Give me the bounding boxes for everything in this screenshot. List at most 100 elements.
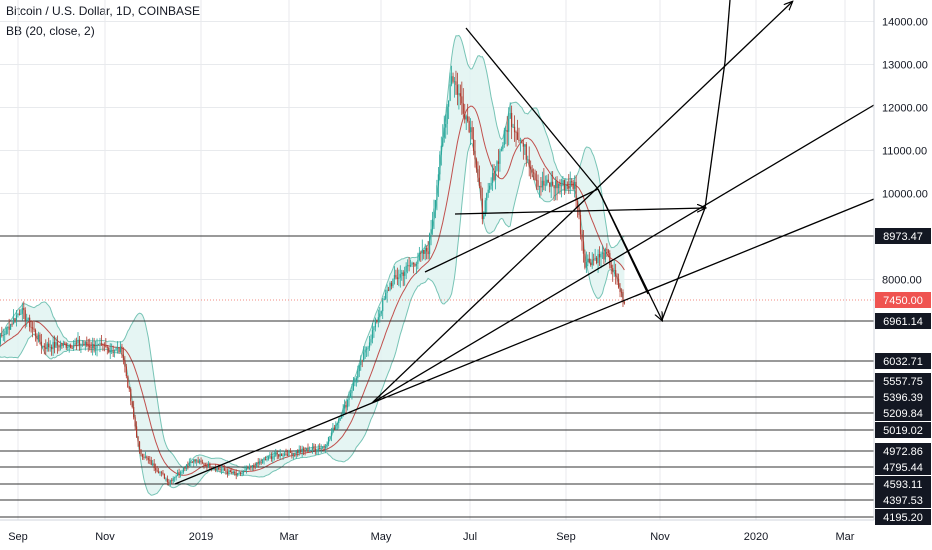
candle-body xyxy=(115,348,117,351)
candle xyxy=(241,469,243,477)
candle xyxy=(310,449,312,452)
candle-body xyxy=(563,180,565,191)
candle-body xyxy=(512,126,514,128)
candle xyxy=(430,220,432,246)
candle-body xyxy=(355,378,357,381)
price-axis[interactable]: 14000.00 13000.00 12000.00 11000.00 10000.00… xyxy=(873,0,932,550)
candle xyxy=(468,116,470,134)
candle-body xyxy=(407,265,409,267)
candle-body xyxy=(371,330,374,340)
candle xyxy=(102,343,104,352)
candle xyxy=(251,464,253,471)
candle xyxy=(48,337,50,352)
candle xyxy=(578,205,580,220)
y-tick-label: 13000.00 xyxy=(882,60,928,72)
candle-body xyxy=(175,475,177,478)
candle-body xyxy=(427,251,429,255)
candle-body xyxy=(411,262,413,265)
candle xyxy=(335,421,337,431)
band-upper xyxy=(0,34,625,469)
candle-body xyxy=(503,130,505,146)
candle-body xyxy=(229,470,231,472)
candle xyxy=(537,174,539,191)
candle-body xyxy=(598,253,601,258)
candle-body xyxy=(108,347,110,353)
candle-body xyxy=(279,453,281,457)
candle xyxy=(282,452,284,460)
candle xyxy=(487,182,489,198)
candle xyxy=(222,467,224,473)
candle-body xyxy=(367,347,369,349)
candle xyxy=(308,446,311,453)
candle-body xyxy=(166,478,168,483)
candle-body xyxy=(304,450,306,451)
projection-up-1 xyxy=(661,207,706,321)
time-axis[interactable]: Sep Nov 2019 Mar May Jul Sep Nov 2020 Mar xyxy=(0,519,874,550)
current-price-tag-bg xyxy=(875,292,931,308)
candle-body xyxy=(533,172,535,174)
candle-body xyxy=(174,477,176,479)
candle xyxy=(387,286,390,292)
candle xyxy=(84,341,86,351)
bollinger-bands xyxy=(0,34,625,496)
candle-body xyxy=(207,463,209,467)
level-tag: 8973.47 xyxy=(883,231,923,243)
candle-body xyxy=(216,467,218,471)
candle-body xyxy=(603,252,605,260)
candle xyxy=(499,148,501,172)
candle xyxy=(574,175,576,198)
candle-body xyxy=(494,170,497,180)
candle-body xyxy=(150,460,152,465)
candle-body xyxy=(242,471,245,473)
level-tag: 4195.20 xyxy=(883,512,923,524)
candle xyxy=(377,309,379,328)
candle xyxy=(283,450,286,457)
candle xyxy=(26,313,28,327)
candle xyxy=(604,247,606,263)
candle xyxy=(515,130,517,147)
candle xyxy=(24,307,26,329)
candle xyxy=(474,140,476,168)
level-tag: 6032.71 xyxy=(883,356,923,368)
candle-body xyxy=(8,326,10,330)
candle-body xyxy=(521,140,523,144)
candle xyxy=(509,102,511,119)
candle-body xyxy=(519,140,522,142)
candle-body xyxy=(144,456,146,458)
candle xyxy=(401,269,403,281)
candle xyxy=(554,176,557,201)
candle-body xyxy=(385,292,387,299)
candle-body xyxy=(477,169,479,178)
candle-body xyxy=(42,345,44,347)
candle-body xyxy=(125,366,127,377)
candle xyxy=(62,340,64,348)
candle xyxy=(512,123,514,129)
candle-body xyxy=(232,471,234,474)
candle xyxy=(128,385,130,392)
candle-body xyxy=(556,181,558,189)
candle xyxy=(436,179,438,211)
candle xyxy=(500,146,502,152)
candle xyxy=(329,435,331,441)
candle xyxy=(78,336,81,351)
candle xyxy=(181,469,183,476)
candle xyxy=(461,81,463,115)
candle xyxy=(565,178,567,194)
candle-body xyxy=(481,198,483,220)
candle xyxy=(445,114,447,139)
x-tick-label: Jul xyxy=(463,531,477,543)
candle-body xyxy=(260,462,262,464)
candle xyxy=(155,463,157,474)
candle-body xyxy=(345,404,347,408)
candle xyxy=(65,342,67,351)
candle xyxy=(196,458,198,466)
candle xyxy=(452,72,454,84)
candle-body xyxy=(433,208,435,220)
candle xyxy=(165,477,167,482)
candle-body xyxy=(322,447,324,449)
candle xyxy=(37,331,40,343)
candle-body xyxy=(46,343,48,349)
candle xyxy=(55,337,57,348)
candle-body xyxy=(278,454,280,457)
